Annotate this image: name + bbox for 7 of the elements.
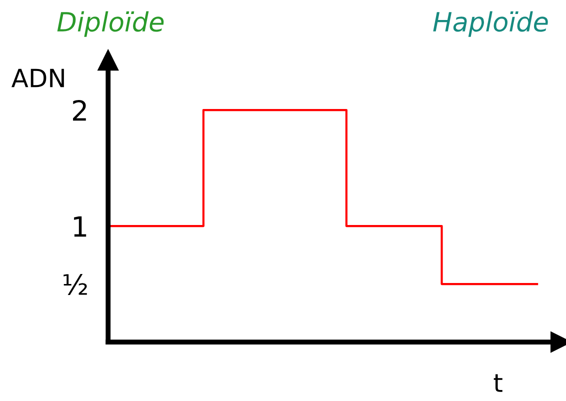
y-tick-label: ½	[64, 274, 87, 295]
text: Diploïde	[57, 11, 164, 37]
y-tick-label: 2	[73, 100, 86, 121]
x-axis-title: t	[494, 374, 502, 392]
text: Haploïde	[433, 11, 548, 37]
y-tick-label: 1	[74, 216, 86, 237]
y-axis-title: ADN	[12, 68, 64, 88]
